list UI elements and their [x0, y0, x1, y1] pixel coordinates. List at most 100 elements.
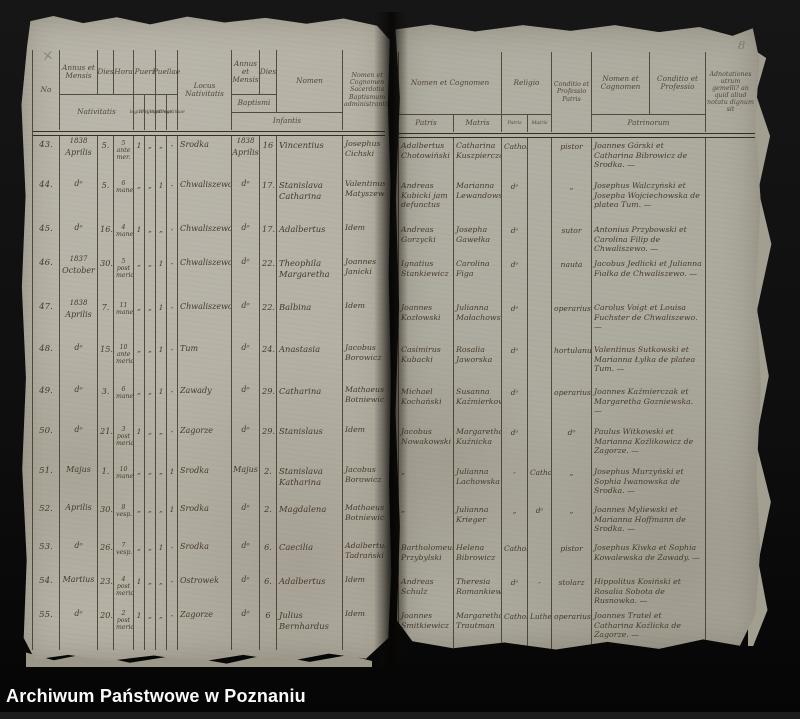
cell-priest-name: Idem: [342, 220, 385, 254]
cell-religion-father: dᵒ: [501, 300, 527, 342]
baptism-month: Majus: [233, 465, 258, 474]
header-religio-patris: Patris: [501, 114, 527, 132]
table-header-left: No Annus et Mensis Dies Hora Nativitatis…: [33, 50, 390, 130]
cell-baptism-day: 6.: [259, 572, 276, 606]
cell-birth-hour: 4 post meridiem: [113, 572, 133, 606]
cell-child-name: Stanislava Katharina: [276, 462, 342, 500]
register-row: Casimirus Kubacki Rosalia Jaworska dᵒ hortu…: [399, 342, 755, 384]
cell-birth-day: 16.: [97, 220, 113, 254]
cell-birth-hour: 10 ante meridiem: [113, 340, 133, 382]
cell-mother-name: Catharina Kuszpierczańska: [453, 138, 501, 178]
cell-child-name: Vincentius: [276, 136, 342, 176]
cell-girls-legitimate: 1: [155, 254, 166, 298]
cell-birth-day: 23.: [97, 572, 113, 606]
header-matris: Matris: [453, 114, 501, 132]
cell-mother-name: Theresia Romankiewicz: [453, 574, 501, 608]
cell-girls-illegitimate: -: [166, 538, 177, 572]
cell-priest-name: Jacobus Borowicz: [342, 462, 385, 500]
register-table-right: Nomen et Cognomen Patris Matris Religio …: [398, 52, 755, 650]
cell-religion-father: dᵒ: [501, 256, 527, 300]
register-row: Jacobus Nowakowski Margaretha Kuźnicka dᵒ d…: [399, 424, 755, 464]
cell-annotations: [705, 256, 755, 300]
baptism-month: dᵒ: [241, 257, 250, 266]
cell-birth-day: 3.: [97, 382, 113, 422]
cell-priest-name: Valentinus Matyszewski: [342, 176, 385, 220]
header-sacerdos: Nomen et Cognomen Sacerdotis Baptismum a…: [342, 50, 391, 130]
cell-boys-legitimate: „: [133, 254, 144, 298]
birth-year: 1837: [69, 255, 88, 263]
cell-baptism-year-month: dᵒ: [231, 340, 259, 382]
cell-birth-year-month: Majus: [59, 462, 97, 500]
cell-mother-name: Margaretha Kuźnicka: [453, 424, 501, 464]
cell-birth-hour: 6 mane: [113, 382, 133, 422]
cell-entry-number: 49.: [39, 386, 53, 396]
birth-month: Aprilis: [65, 503, 92, 512]
cell-birth-year-month: dᵒ: [59, 606, 97, 650]
register-row: Michael Kochański Susanna Kaźmierkownadᵒo…: [399, 384, 755, 424]
baptism-month: dᵒ: [241, 609, 250, 618]
cell-religion-mother: [527, 342, 551, 384]
cell-boys-legitimate: „: [133, 382, 144, 422]
cell-religion-mother: [527, 300, 551, 342]
header-infantis: Infantis: [231, 112, 342, 130]
cell-father-profession: „: [551, 502, 591, 540]
cell-baptism-year-month: dᵒ: [231, 538, 259, 572]
cell-boys-legitimate: 1: [133, 136, 144, 176]
cell-father-name: Michael Kochański: [401, 387, 442, 406]
cell-religion-mother: [527, 256, 551, 300]
cell-birth-year-month: dᵒ: [59, 340, 97, 382]
register-table-left: No Annus et Mensis Dies Hora Nativitatis…: [32, 50, 390, 650]
cell-birthplace: Srodka: [177, 136, 231, 176]
cell-boys-legitimate: „: [133, 176, 144, 220]
birth-month: Aprilis: [65, 147, 92, 157]
table-header-right: Nomen et Cognomen Patris Matris Religio …: [399, 52, 755, 132]
cell-priest-name: Idem: [342, 606, 385, 650]
cell-birth-year-month: dᵒ: [59, 538, 97, 572]
cell-religion-father: -: [501, 464, 527, 502]
cell-boys-illegitimate: „: [144, 340, 155, 382]
cell-girls-illegitimate: -: [166, 298, 177, 340]
cell-priest-name: Idem: [342, 572, 385, 606]
cell-mother-name: Helena Bibrowicz: [453, 540, 501, 574]
cell-father-name: Jacobus Nowakowski: [401, 427, 452, 446]
cell-godparents: Joannes Kaźmierczak et Margaretha Goznie…: [591, 384, 705, 424]
cell-girls-illegitimate: -: [166, 572, 177, 606]
cell-child-name: Stanislaus: [276, 422, 342, 462]
cell-girls-illegitimate: -: [166, 220, 177, 254]
cell-boys-illegitimate: „: [144, 298, 155, 340]
cell-birth-year-month: Martius: [59, 572, 97, 606]
cell-baptism-day: 17.: [259, 176, 276, 220]
cell-birth-hour: 8 vesp.: [113, 500, 133, 538]
cell-baptism-day: 29.: [259, 382, 276, 422]
cell-godparents: Joannes Tratel et Catharina Koźlicka de …: [591, 608, 705, 650]
cell-entry-number: 55.: [39, 610, 53, 620]
cell-girls-legitimate: „: [155, 136, 166, 176]
header-nativitatis: Nativitatis: [59, 94, 133, 130]
cell-birthplace: Chwaliszewo: [177, 298, 231, 340]
header-religio: Religio: [501, 52, 551, 114]
cell-mother-name: Carolina Figa: [453, 256, 501, 300]
cell-father-profession: stolarz: [551, 574, 591, 608]
cell-annotations: [705, 222, 755, 256]
cell-baptism-day: 6: [259, 606, 276, 650]
cell-religion-mother: [527, 540, 551, 574]
header-annus-mensis-baptismi: Annus et Mensis: [231, 50, 259, 94]
register-row: Andreas Kubicki jam defunctus Marianna Le…: [399, 178, 755, 222]
cell-birthplace: Zagorze: [177, 606, 231, 650]
cell-religion-mother: [527, 384, 551, 424]
cell-religion-mother: Lutherana: [527, 608, 551, 650]
cell-baptism-day: 17.: [259, 220, 276, 254]
cell-godparents: Antonius Przybowski et Carolina Filip de…: [591, 222, 705, 256]
cell-father-name: Andreas Kubicki jam defunctus: [401, 181, 448, 210]
cell-religion-mother: -: [527, 574, 551, 608]
cell-baptism-day: 22.: [259, 254, 276, 298]
cell-boys-illegitimate: „: [144, 462, 155, 500]
table-body-left: 43. 1838 Aprilis 5. 5 ante mer. 1 „ „ - Srodka 183…: [33, 136, 385, 650]
cell-religion-mother: Catholica: [527, 464, 551, 502]
cell-religion-father: dᵒ: [501, 424, 527, 464]
baptism-month: dᵒ: [241, 385, 250, 394]
